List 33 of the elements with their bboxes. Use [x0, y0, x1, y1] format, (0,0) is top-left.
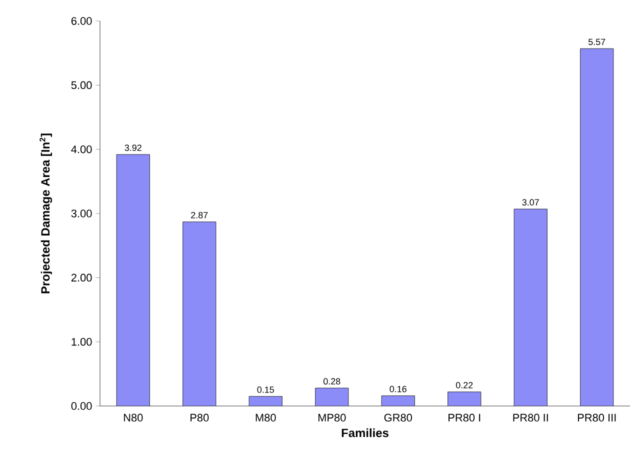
y-tick-label: 4.00	[71, 145, 92, 154]
bar	[580, 48, 614, 406]
x-tick-label: P80	[190, 414, 209, 422]
data-label: 0.22	[456, 382, 473, 388]
bar	[514, 209, 548, 406]
x-tick-label: N80	[124, 414, 143, 422]
x-tick-label: GR80	[384, 414, 412, 422]
bar	[382, 396, 415, 406]
data-label: 5.57	[588, 38, 606, 46]
bar	[448, 392, 481, 406]
bar	[249, 396, 282, 406]
x-tick-label: MP80	[318, 414, 346, 422]
data-label: 0.15	[257, 386, 274, 393]
data-label: 3.92	[124, 144, 142, 151]
y-tick-label: 5.00	[71, 81, 92, 90]
data-label: 0.16	[390, 386, 406, 392]
y-axis-title: Projected Damage Area [In$^{2}$]	[40, 134, 52, 294]
x-tick-label: M80	[256, 414, 276, 422]
y-tick-label: 3.00	[71, 210, 92, 218]
x-tick-label: PR80 II	[513, 414, 548, 422]
data-label: 2.87	[191, 212, 208, 218]
x-tick-label: PR80 I	[448, 414, 480, 422]
data-label: 0.28	[323, 378, 340, 385]
y-tick-label: 2.00	[71, 274, 92, 282]
bar	[315, 388, 348, 406]
x-axis-title: Families	[342, 428, 388, 438]
y-tick-label: 1.00	[72, 338, 92, 346]
y-tick-label: 0.00	[71, 402, 92, 410]
bar	[116, 154, 150, 406]
bar	[182, 222, 216, 406]
y-tick-label: 6.00	[71, 17, 92, 25]
data-label: 3.07	[522, 199, 539, 206]
x-tick-label: PR80 III	[578, 414, 616, 422]
